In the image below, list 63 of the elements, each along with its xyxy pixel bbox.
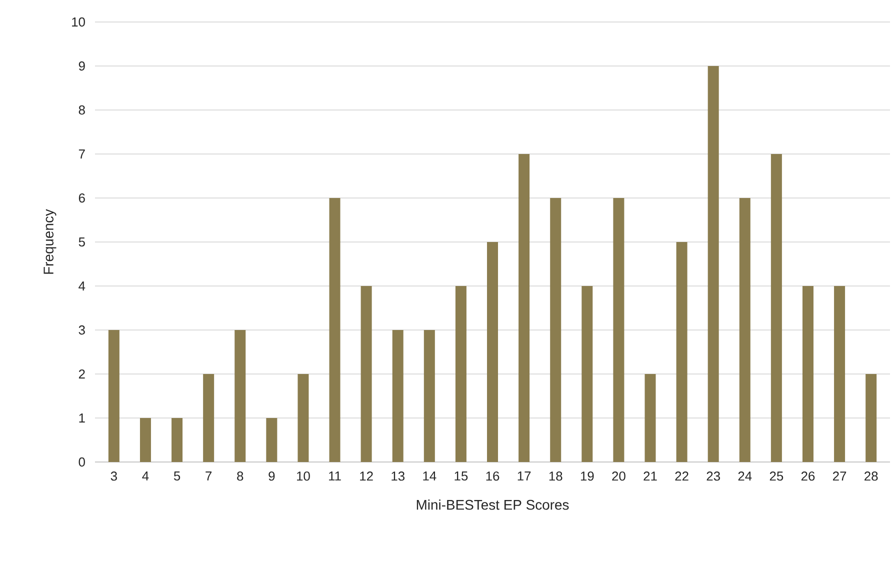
x-tick-label: 8 [237,472,244,481]
bar [140,418,151,462]
x-tick-label: 28 [864,472,878,481]
bar [392,330,404,462]
x-tick-label: 22 [675,472,688,481]
y-tick-label: 9 [78,61,85,71]
bar [108,330,120,462]
bar [582,286,593,462]
bar [550,198,562,462]
bar [172,418,183,462]
bar [802,286,814,462]
bar [708,66,719,462]
y-tick-label: 1 [79,414,85,422]
bar [203,374,214,462]
y-tick-label: 4 [78,282,86,290]
y-axis-title: Frequency [44,209,56,274]
x-tick-label: 24 [738,472,752,481]
x-tick-label: 19 [580,472,594,481]
y-tick-label: 3 [78,325,85,335]
x-tick-label: 10 [297,472,310,481]
bar [266,418,278,462]
x-tick-label: 18 [549,472,562,481]
bar [770,154,782,462]
x-tick-label: 27 [832,472,846,481]
x-tick-label: 26 [801,472,815,481]
x-axis-title: Mini-BESTest EP Scores [416,500,569,510]
bar [866,374,877,462]
bar [518,154,530,462]
x-tick-label: 9 [268,472,275,481]
bar [298,374,309,462]
bar [739,198,750,462]
x-tick-label: 20 [612,472,626,481]
y-tick-label: 6 [78,193,85,203]
bar [424,330,435,462]
bar [644,374,656,462]
y-tick-label: 2 [78,369,85,379]
bar [834,286,846,462]
x-tick-label: 16 [486,472,500,481]
x-tick-label: 25 [770,472,784,481]
x-tick-label: 11 [329,472,341,480]
x-tick-label: 17 [518,472,531,480]
x-tick-label: 4 [142,472,149,480]
bar [455,286,466,462]
bar [613,198,624,462]
bar [360,286,372,462]
y-tick-label: 7 [78,150,85,158]
y-tick-label: 8 [78,105,85,115]
x-tick-label: 15 [454,472,468,481]
bar [329,198,340,462]
x-tick-label: 14 [423,472,436,480]
x-tick-label: 7 [206,472,212,480]
bar [234,330,246,462]
y-tick-label: 0 [78,457,85,467]
y-tick-label: 5 [78,237,85,247]
x-tick-label: 21 [644,472,657,481]
bar [487,242,498,462]
bar [676,242,688,462]
y-tick-label: 10 [72,17,85,27]
x-tick-label: 5 [174,472,180,481]
x-tick-label: 23 [706,472,720,481]
x-tick-label: 13 [392,472,404,481]
x-tick-label: 12 [360,472,373,481]
x-tick-label: 3 [110,472,117,481]
